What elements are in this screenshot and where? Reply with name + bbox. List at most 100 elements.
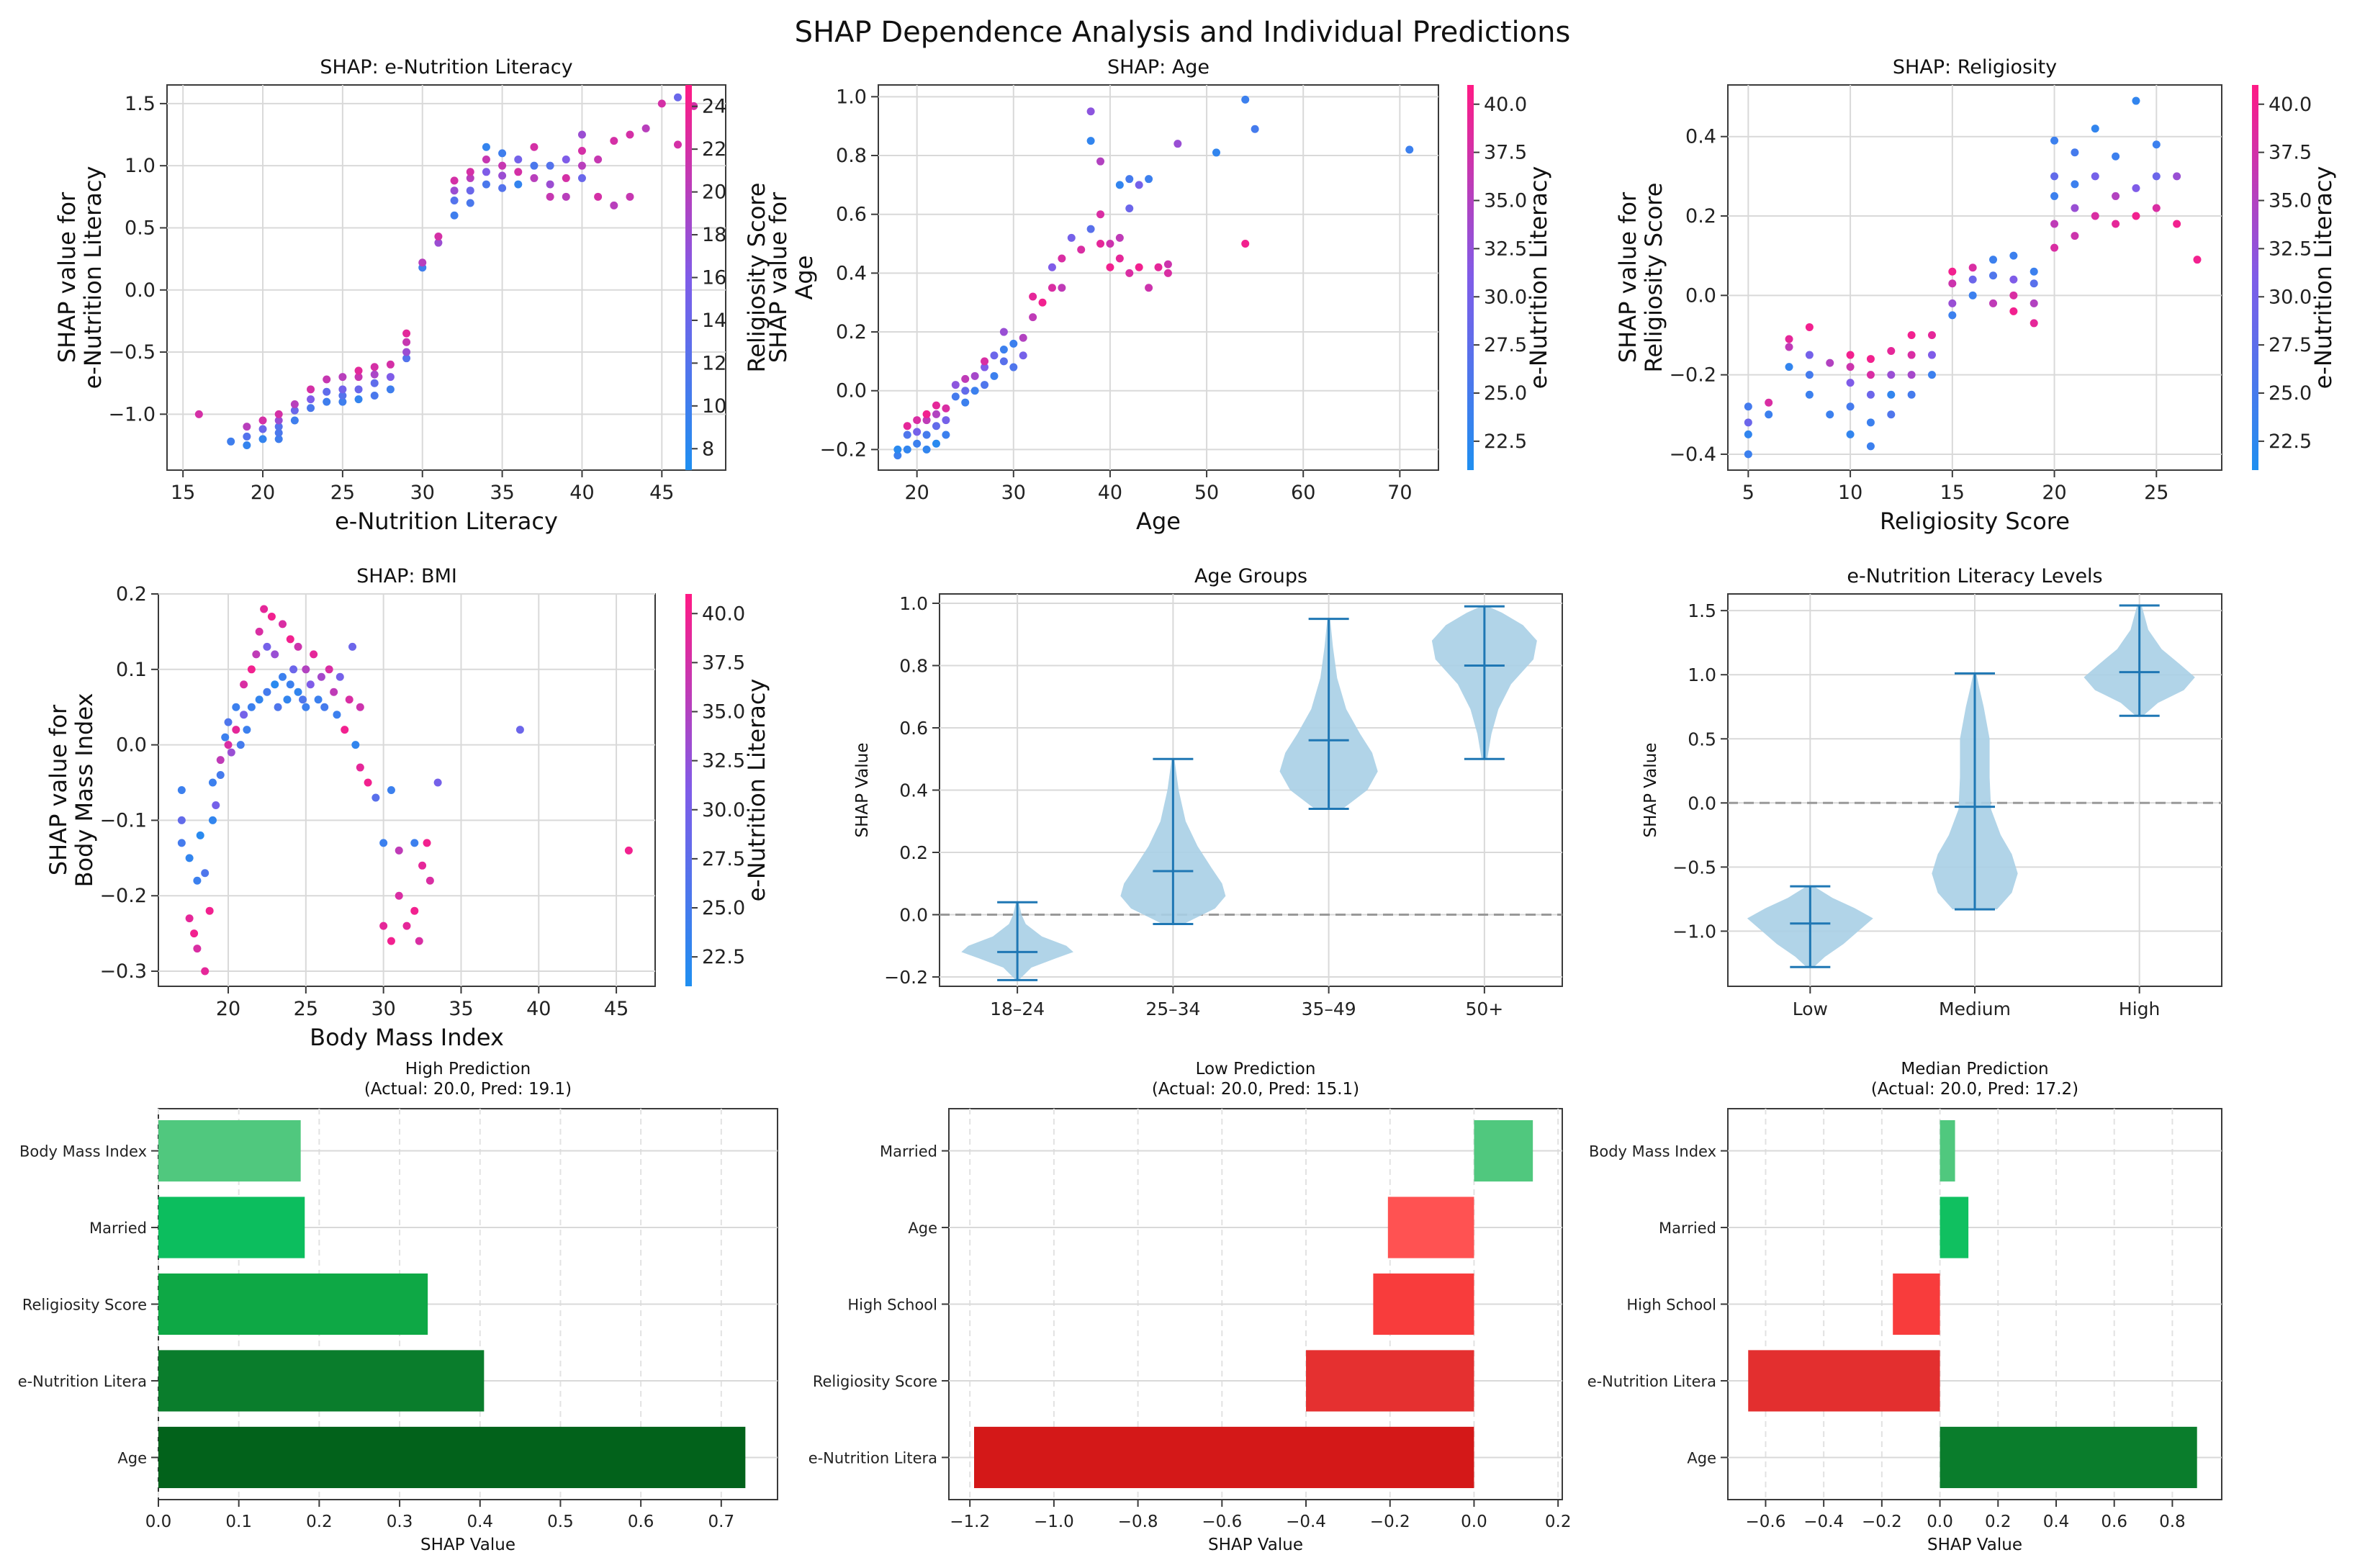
figure-title: SHAP Dependence Analysis and Individual … [794, 16, 1571, 49]
colorbar-tick-label: 10 [702, 395, 726, 418]
data-point [562, 192, 570, 201]
category-label: High School [1626, 1297, 1716, 1314]
subplot-title: Median Prediction [1901, 1060, 2048, 1078]
colorbar-tick-label: 24 [702, 96, 726, 118]
data-point [577, 130, 586, 139]
data-point [338, 397, 347, 406]
data-point [402, 338, 411, 346]
y-tick-label: −0.3 [99, 960, 147, 983]
data-point [1989, 299, 1998, 307]
x-tick-label: 0.8 [2159, 1513, 2186, 1531]
data-point [402, 329, 411, 338]
data-point [386, 373, 395, 382]
data-point [970, 387, 979, 395]
y-tick-label: 0.5 [125, 217, 156, 239]
y-tick-label: 0.8 [899, 655, 928, 676]
data-point [1989, 256, 1998, 264]
axes-frame-1 [878, 84, 1439, 471]
data-point [1145, 175, 1153, 184]
data-point [348, 642, 357, 651]
data-point [1887, 390, 1896, 399]
data-point [1826, 359, 1834, 367]
y-axis-label-line: Age [790, 256, 818, 300]
colorbar-tick-label: 27.5 [1484, 334, 1527, 356]
data-point [271, 650, 279, 659]
data-point [177, 816, 186, 824]
data-point [903, 445, 911, 454]
data-point [893, 451, 902, 460]
bar [158, 1197, 305, 1258]
data-point [577, 174, 586, 182]
data-point [290, 406, 299, 415]
x-tick-label: −0.4 [1286, 1513, 1326, 1531]
data-point [258, 425, 267, 433]
x-tick-label: −0.6 [1746, 1513, 1786, 1531]
data-point [2050, 220, 2059, 228]
colorbar-label: Religiosity Score [743, 183, 770, 373]
x-tick-label: 0.4 [2043, 1513, 2070, 1531]
data-point [274, 423, 283, 431]
x-tick-label: −0.2 [1862, 1513, 1902, 1531]
data-point [221, 733, 230, 742]
data-point [289, 665, 298, 674]
data-point [1086, 107, 1095, 116]
data-point [999, 357, 1008, 366]
data-point [356, 763, 364, 772]
data-point [227, 437, 235, 446]
data-point [999, 328, 1008, 336]
data-point [1163, 269, 1172, 277]
data-point [961, 374, 970, 383]
data-point [482, 180, 490, 189]
data-point [335, 672, 344, 681]
colorbar-tick-label: 22.5 [702, 946, 745, 968]
bar-panel-8: −0.6 −0.4 −0.2 0.0 0.2 0.4 0.6 0.8 Body Mass Ind… [1587, 1060, 2222, 1554]
data-point [236, 741, 245, 749]
category-label: 25–34 [1145, 999, 1200, 1019]
data-point [903, 422, 911, 431]
data-point [418, 861, 427, 870]
colorbar-tick-label: 14 [702, 310, 726, 332]
data-point [482, 168, 490, 176]
x-tick-label: 0.3 [387, 1513, 413, 1531]
data-point [370, 391, 379, 400]
data-point [498, 171, 507, 180]
data-point [942, 404, 950, 413]
data-point [1744, 402, 1752, 411]
data-point [2132, 212, 2140, 220]
data-point [2009, 251, 2018, 260]
y-tick-label: 0.6 [899, 718, 928, 739]
data-point [657, 99, 666, 108]
colorbar [685, 85, 692, 470]
data-point [1145, 284, 1153, 292]
data-point [190, 929, 199, 938]
data-point [2009, 275, 2018, 284]
data-point [562, 174, 570, 182]
data-point [932, 439, 940, 448]
data-point [2071, 232, 2079, 240]
y-tick-label: −0.2 [1669, 364, 1716, 387]
x-tick-label: 0.4 [467, 1513, 493, 1531]
colorbar-tick-label: 32.5 [702, 750, 745, 772]
colorbar-tick-label: 40.0 [702, 603, 745, 625]
x-tick-label: 0.0 [1927, 1513, 1953, 1531]
data-point [356, 703, 364, 711]
data-point [395, 891, 403, 900]
data-point [1785, 335, 1793, 343]
data-point [232, 726, 240, 734]
data-point [402, 348, 411, 356]
x-tick-label: 40 [526, 998, 551, 1020]
data-point [2132, 184, 2140, 192]
data-point [1866, 418, 1875, 427]
data-point [577, 146, 586, 155]
data-point [338, 373, 347, 382]
subplot-title: Age Groups [1194, 565, 1307, 587]
subplot-title: SHAP: e-Nutrition Literacy [320, 56, 572, 78]
colorbar-tick-label: 16 [702, 267, 726, 289]
y-tick-label: 0.2 [836, 321, 867, 343]
data-point [434, 238, 443, 247]
x-tick-label: −0.4 [1803, 1513, 1844, 1531]
data-point [1866, 390, 1875, 399]
x-axis-label: SHAP Value [1208, 1536, 1303, 1554]
y-tick-label: 0.0 [836, 380, 867, 402]
bar [1306, 1350, 1474, 1412]
